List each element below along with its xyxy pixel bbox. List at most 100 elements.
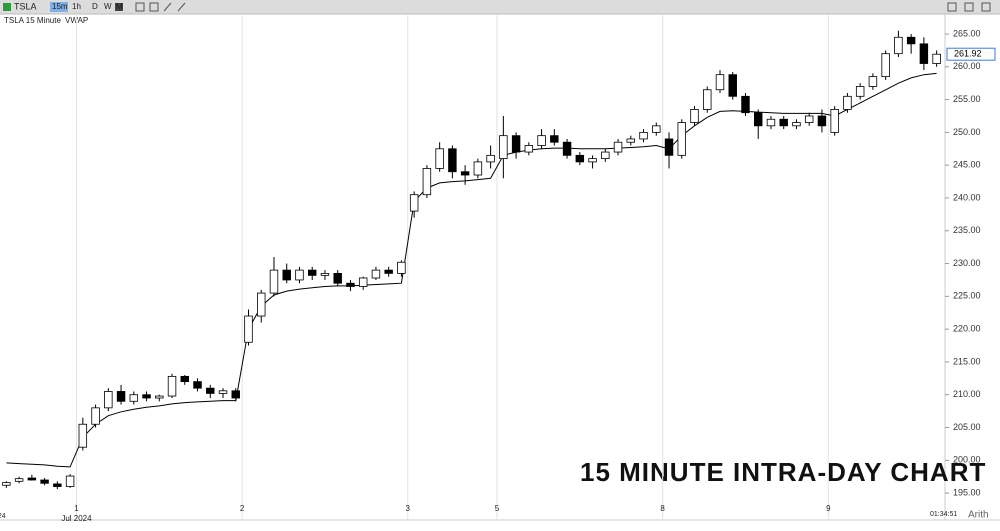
candle-body: [499, 135, 508, 160]
chart-type-icon[interactable]: [115, 3, 123, 11]
x-tick-label: 2: [240, 504, 245, 513]
annotation: 15 MINUTE INTRA-DAY CHART: [580, 457, 986, 487]
candle-body: [460, 171, 470, 176]
candle-body: [817, 115, 827, 127]
draw-icon[interactable]: [177, 2, 186, 12]
candle-body: [575, 154, 585, 163]
candle-body: [486, 154, 495, 163]
candle-body: [792, 122, 801, 127]
y-tick-label: 205.00: [953, 422, 981, 432]
y-tick-label: 235.00: [953, 225, 981, 235]
window-icon[interactable]: [947, 2, 957, 12]
interval-button[interactable]: W: [104, 2, 112, 11]
candle-body: [193, 381, 202, 389]
x-tick-label: 1: [74, 504, 79, 513]
vwap-line: [6, 72, 937, 468]
interval-button[interactable]: M: [116, 2, 123, 11]
candle-body: [855, 86, 865, 97]
y-tick-label: 210.00: [953, 389, 981, 399]
candle-body: [27, 477, 37, 481]
candle-body: [358, 277, 368, 287]
candle-body: [435, 148, 444, 169]
candle-body: [129, 394, 139, 402]
scale-mode[interactable]: Arith: [968, 510, 989, 521]
interval-active[interactable]: [50, 2, 68, 12]
y-tick-label: 265.00: [953, 28, 981, 38]
candle-body: [320, 272, 330, 276]
candle-body: [728, 74, 737, 97]
status-icon: [3, 3, 11, 11]
candle-body: [116, 391, 126, 402]
candle-body: [2, 482, 11, 486]
candle-body: [537, 135, 546, 146]
y-tick-label: 245.00: [953, 160, 981, 170]
candle-body: [511, 135, 521, 153]
y-tick-label: 250.00: [953, 127, 981, 137]
candle-body: [906, 36, 916, 45]
x-tick-label: 8: [660, 504, 665, 513]
interval-button[interactable]: 1h: [72, 2, 81, 11]
candle-body: [244, 315, 253, 343]
draw-icon[interactable]: [163, 2, 172, 12]
x-tick-label: 9: [826, 504, 831, 513]
tool-icon[interactable]: [149, 2, 159, 12]
candle-body: [715, 74, 725, 91]
interval-button[interactable]: D: [92, 2, 98, 11]
tool-icon[interactable]: [135, 2, 145, 12]
candle-body: [333, 272, 342, 284]
y-tick-label: 200.00: [953, 455, 981, 465]
candle-body: [282, 269, 291, 281]
candle-body: [65, 475, 75, 487]
candle-body: [53, 483, 62, 487]
toolbar-symbol[interactable]: TSLA: [14, 1, 37, 11]
candle-body: [868, 76, 878, 87]
candle-body: [371, 269, 381, 279]
candle-body: [231, 390, 240, 399]
candle-body: [206, 387, 215, 394]
candle-body: [269, 269, 279, 294]
candle-body: [894, 36, 903, 55]
candle-body: [473, 161, 483, 176]
x-sublabel: Jul 2024: [61, 514, 92, 523]
candle-body: [384, 269, 393, 274]
y-tick-label: 255.00: [953, 94, 981, 104]
window-icon[interactable]: [981, 2, 991, 12]
candle-body: [613, 141, 623, 153]
candle-body: [78, 423, 88, 448]
candle-body: [257, 292, 266, 317]
y-tick-label: 215.00: [953, 356, 981, 366]
candle-body: [652, 125, 661, 133]
candle-body: [741, 95, 750, 114]
candle-body: [104, 391, 113, 409]
candle-body: [422, 168, 432, 196]
candle-body: [830, 109, 839, 133]
candle-body: [167, 375, 177, 397]
clock: 01:34:51: [930, 511, 957, 518]
candle-body: [295, 269, 304, 281]
candle-body: [766, 118, 776, 127]
candle-body: [218, 390, 228, 394]
candle-body: [754, 112, 763, 127]
candle-body: [40, 479, 49, 484]
x-tick-label: 3: [406, 504, 411, 513]
y-tick-label: 230.00: [953, 258, 981, 268]
candle-body: [919, 43, 929, 64]
candle-body: [409, 194, 419, 212]
candle-body: [804, 115, 814, 123]
x-tick-label: 5: [495, 504, 500, 513]
candle-body: [346, 282, 355, 287]
candle-body: [307, 269, 317, 276]
window-icon[interactable]: [964, 2, 974, 12]
interval-button[interactable]: 15m: [52, 2, 68, 11]
legend-symbol[interactable]: TSLA 15 Minute: [4, 16, 61, 25]
candle-body: [664, 138, 674, 156]
candle-body: [639, 131, 648, 140]
candle-body: [562, 141, 572, 156]
x-tick-label: 024: [0, 513, 6, 520]
candle-body: [843, 95, 852, 110]
candle-body: [677, 122, 686, 156]
candle-body: [524, 145, 534, 153]
candle-body: [779, 118, 788, 127]
candle-body: [550, 135, 559, 143]
